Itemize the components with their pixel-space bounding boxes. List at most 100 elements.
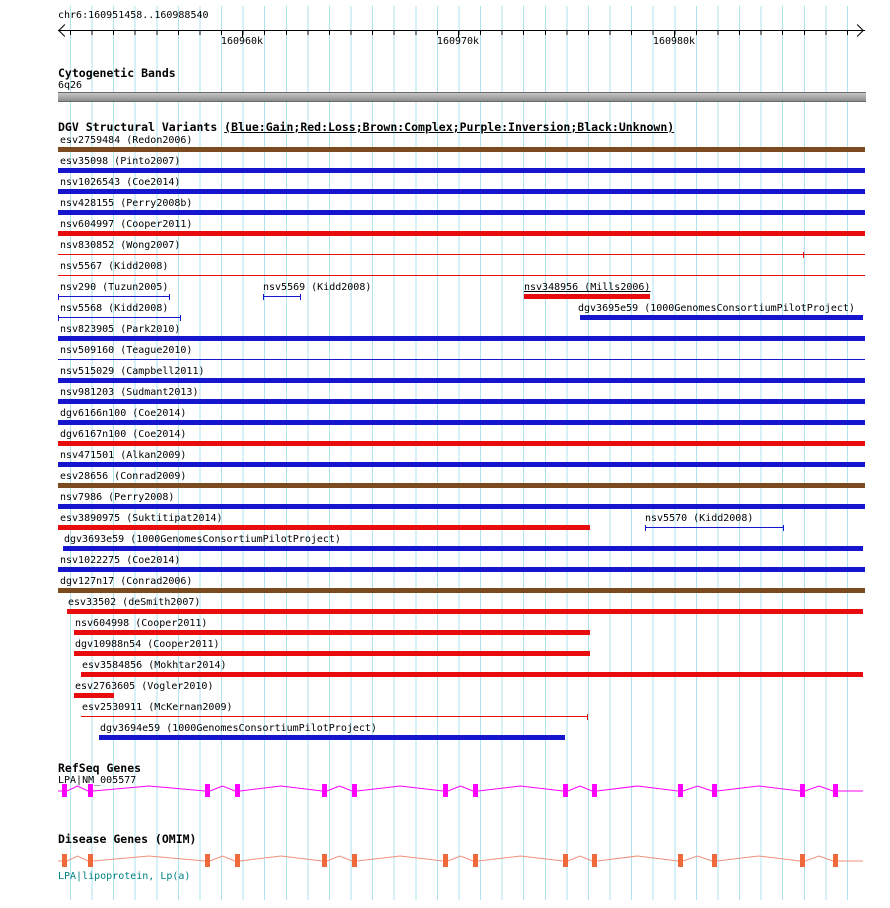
variant-bar[interactable] xyxy=(58,504,865,509)
variant-bar[interactable] xyxy=(58,359,865,360)
refseq-gene-glyph[interactable] xyxy=(58,783,865,799)
variant-bar[interactable] xyxy=(58,588,865,593)
variant-label[interactable]: nsv509160 (Teague2010) xyxy=(60,345,193,356)
gene-exon[interactable] xyxy=(712,854,717,867)
refseq-gene-label[interactable]: LPA|NM_005577 xyxy=(58,775,137,786)
variant-bar[interactable] xyxy=(58,296,170,297)
gene-exon[interactable] xyxy=(563,854,568,867)
variant-label[interactable]: nsv5570 (Kidd2008) xyxy=(645,513,754,524)
variant-label[interactable]: nsv5569 (Kidd2008) xyxy=(263,282,372,293)
gene-exon[interactable] xyxy=(88,784,93,797)
gene-exon[interactable] xyxy=(678,854,683,867)
variant-label[interactable]: dgv3693e59 (1000GenomesConsortiumPilotPr… xyxy=(64,534,341,545)
variant-bar[interactable] xyxy=(58,567,865,572)
gene-exon[interactable] xyxy=(352,854,357,867)
variant-bar[interactable] xyxy=(58,168,865,173)
variant-bar[interactable] xyxy=(58,275,865,276)
gene-exon[interactable] xyxy=(235,784,240,797)
variant-label[interactable]: nsv471501 (Alkan2009) xyxy=(60,450,187,461)
gene-exon[interactable] xyxy=(473,854,478,867)
gene-exon[interactable] xyxy=(712,784,717,797)
variant-label[interactable]: nsv604997 (Cooper2011) xyxy=(60,219,193,230)
variant-bar[interactable] xyxy=(58,189,865,194)
variant-label[interactable]: dgv3694e59 (1000GenomesConsortiumPilotPr… xyxy=(100,723,377,734)
variant-label[interactable]: dgv6167n100 (Coe2014) xyxy=(60,429,187,440)
variant-bar[interactable] xyxy=(81,672,863,677)
variant-bar[interactable] xyxy=(67,609,863,614)
gene-exon[interactable] xyxy=(322,784,327,797)
gene-exon[interactable] xyxy=(563,784,568,797)
gene-exon[interactable] xyxy=(205,854,210,867)
variant-bar[interactable] xyxy=(81,716,588,717)
variant-bar-tick xyxy=(783,525,784,531)
variant-bar[interactable] xyxy=(58,420,865,425)
variant-bar[interactable] xyxy=(58,254,865,255)
variant-bar[interactable] xyxy=(263,296,301,297)
gene-exon[interactable] xyxy=(592,784,597,797)
variant-label[interactable]: nsv1022275 (Coe2014) xyxy=(60,555,181,566)
variant-bar[interactable] xyxy=(58,378,865,383)
variant-bar[interactable] xyxy=(524,294,650,299)
variant-bar[interactable] xyxy=(58,231,865,236)
variant-label[interactable]: nsv290 (Tuzun2005) xyxy=(60,282,169,293)
gene-exon[interactable] xyxy=(473,784,478,797)
variant-label[interactable]: dgv127n17 (Conrad2006) xyxy=(60,576,193,587)
gene-exon[interactable] xyxy=(833,784,838,797)
gene-exon[interactable] xyxy=(833,854,838,867)
omim-gene-label[interactable]: LPA|lipoprotein, Lp(a) xyxy=(58,871,191,882)
variant-label[interactable]: nsv515029 (Campbell2011) xyxy=(60,366,205,377)
variant-bar[interactable] xyxy=(58,399,865,404)
variant-bar[interactable] xyxy=(58,483,865,488)
variant-label[interactable]: nsv428155 (Perry2008b) xyxy=(60,198,193,209)
variant-label[interactable]: esv2763605 (Vogler2010) xyxy=(75,681,214,692)
variant-label[interactable]: nsv1026543 (Coe2014) xyxy=(60,177,181,188)
variant-label[interactable]: esv28656 (Conrad2009) xyxy=(60,471,187,482)
variant-label[interactable]: nsv830852 (Wong2007) xyxy=(60,240,181,251)
gene-exon[interactable] xyxy=(443,854,448,867)
gene-exon[interactable] xyxy=(443,784,448,797)
variant-label[interactable]: esv35098 (Pinto2007) xyxy=(60,156,181,167)
variant-bar[interactable] xyxy=(58,210,865,215)
variant-label[interactable]: nsv348956 (Mills2006) xyxy=(524,282,651,293)
gene-exon[interactable] xyxy=(88,854,93,867)
variant-bar[interactable] xyxy=(74,630,590,635)
variant-label[interactable]: nsv5568 (Kidd2008) xyxy=(60,303,169,314)
variant-label[interactable]: nsv981203 (Sudmant2013) xyxy=(60,387,199,398)
variant-bar[interactable] xyxy=(74,693,114,698)
variant-label[interactable]: nsv823905 (Park2010) xyxy=(60,324,181,335)
variant-label[interactable]: esv3890975 (Suktitipat2014) xyxy=(60,513,223,524)
variant-bar[interactable] xyxy=(58,317,181,318)
variant-label[interactable]: esv3584856 (Mokhtar2014) xyxy=(82,660,227,671)
variant-bar[interactable] xyxy=(58,462,865,467)
gene-exon[interactable] xyxy=(800,784,805,797)
variant-label[interactable]: esv2530911 (McKernan2009) xyxy=(82,702,233,713)
variant-bar[interactable] xyxy=(74,651,590,656)
variant-bar[interactable] xyxy=(58,441,865,446)
gene-exon[interactable] xyxy=(592,854,597,867)
gene-exon[interactable] xyxy=(62,854,67,867)
variant-label[interactable]: nsv7986 (Perry2008) xyxy=(60,492,175,503)
variant-bar[interactable] xyxy=(58,525,590,530)
gene-exon[interactable] xyxy=(352,784,357,797)
variant-label[interactable]: dgv10988n54 (Cooper2011) xyxy=(75,639,220,650)
variant-label[interactable]: nsv604998 (Cooper2011) xyxy=(75,618,208,629)
variant-bar[interactable] xyxy=(99,735,565,740)
variant-label[interactable]: nsv5567 (Kidd2008) xyxy=(60,261,169,272)
cytoband-bar[interactable] xyxy=(58,92,866,102)
omim-gene-glyph[interactable] xyxy=(58,853,865,869)
gene-exon[interactable] xyxy=(205,784,210,797)
variant-bar[interactable] xyxy=(58,336,865,341)
gene-exon[interactable] xyxy=(322,854,327,867)
variant-label[interactable]: esv33502 (deSmith2007) xyxy=(68,597,201,608)
variant-label[interactable]: esv2759484 (Redon2006) xyxy=(60,135,193,146)
gene-exon[interactable] xyxy=(235,854,240,867)
variant-bar[interactable] xyxy=(645,527,784,528)
gene-exon[interactable] xyxy=(800,854,805,867)
variant-bar[interactable] xyxy=(580,315,863,320)
variant-label[interactable]: dgv3695e59 (1000GenomesConsortiumPilotPr… xyxy=(578,303,855,314)
variant-bar[interactable] xyxy=(58,147,865,152)
variant-label[interactable]: dgv6166n100 (Coe2014) xyxy=(60,408,187,419)
variant-bar[interactable] xyxy=(63,546,863,551)
gene-exon[interactable] xyxy=(678,784,683,797)
gene-exon[interactable] xyxy=(62,784,67,797)
